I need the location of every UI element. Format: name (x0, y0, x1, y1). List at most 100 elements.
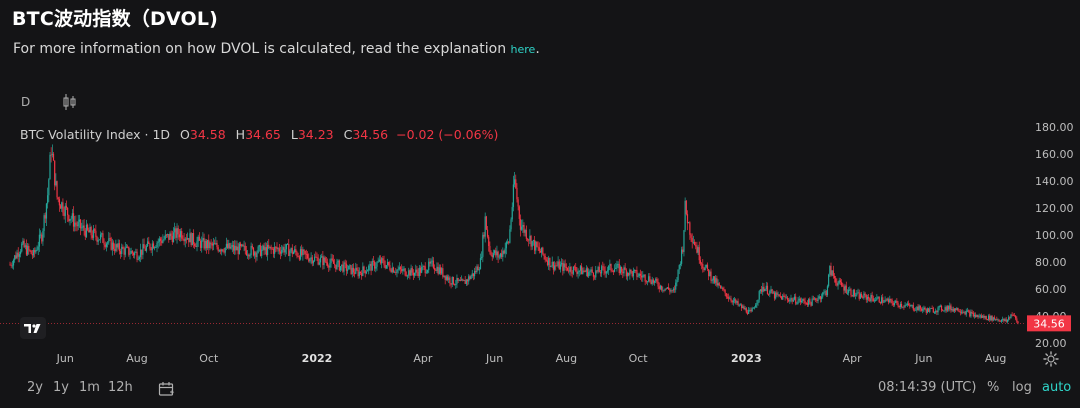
range-1y-button[interactable]: 1y (53, 380, 69, 395)
candle-body (629, 269, 631, 276)
candle-body (924, 307, 926, 310)
utc-clock[interactable]: 08:14:39 (UTC) (878, 380, 977, 395)
candle-body (528, 239, 530, 241)
candle-body (972, 312, 974, 317)
candle-body (960, 311, 963, 313)
candle-body (405, 275, 407, 277)
candle-body (177, 228, 179, 235)
candle-body (122, 246, 124, 249)
candle-body (835, 278, 837, 283)
candle-body (777, 294, 779, 296)
candle-body (558, 261, 560, 270)
candle-body (379, 259, 382, 264)
candle-body (309, 258, 311, 262)
candle-body (949, 305, 951, 310)
candle-body (67, 207, 69, 216)
candle-body (962, 311, 964, 313)
candle-body (682, 249, 684, 252)
price-chart[interactable]: 180.00 160.00 140.00 120.00 100.00 80.00 60.00… (0, 0, 1080, 380)
candle-body (946, 306, 949, 311)
candle-body (318, 262, 320, 265)
candle-body (116, 244, 118, 248)
candle-body (565, 267, 567, 268)
candle-body (582, 270, 584, 275)
candle-body (88, 229, 90, 233)
x-tick-label: 2023 (731, 352, 762, 365)
candle-body (10, 264, 12, 266)
candle-body (549, 257, 551, 267)
candle-body (684, 200, 686, 231)
candle-body (998, 319, 1000, 321)
candle-body (878, 296, 880, 303)
candle-body (842, 285, 844, 287)
page-title: BTC波动指数（DVOL) (12, 8, 219, 30)
calendar-icon[interactable] (158, 381, 176, 401)
settings-gear-icon[interactable] (1043, 351, 1059, 371)
candle-body (993, 317, 996, 320)
candle-body (426, 270, 429, 273)
candle-body (796, 303, 798, 305)
candle-body (369, 263, 371, 266)
candle-body (368, 265, 370, 271)
candle-body (316, 257, 318, 258)
candle-body (143, 244, 145, 249)
candle-body (564, 263, 566, 268)
candle-body (502, 250, 504, 257)
candle-body (142, 244, 144, 255)
y-tick-label: 100.00 (1035, 229, 1074, 242)
explanation-link[interactable]: here (510, 43, 536, 56)
candle-body (601, 266, 603, 274)
candle-body (112, 242, 115, 249)
x-tick-label: Apr (843, 352, 863, 365)
candle-body (149, 243, 151, 249)
candle-body (931, 308, 933, 309)
candle-body (1013, 315, 1016, 317)
range-1m-button[interactable]: 1m (79, 380, 100, 395)
candle-body (530, 235, 532, 247)
range-12h-button[interactable]: 12h (108, 380, 133, 395)
candle-body (285, 244, 288, 250)
candle-body (588, 272, 590, 277)
candle-body (130, 250, 132, 254)
candle-body (651, 279, 653, 285)
candle-body (710, 271, 712, 281)
auto-scale-button[interactable]: auto (1042, 380, 1072, 395)
candle-body (689, 222, 691, 235)
candle-body (265, 247, 268, 256)
candle-body (45, 203, 48, 219)
candle-body (987, 315, 990, 320)
candle-body (290, 247, 292, 251)
candle-body (331, 258, 333, 261)
candle-body (485, 216, 487, 230)
candle-body (436, 266, 438, 271)
candle-body (725, 293, 727, 297)
candle-body (43, 215, 45, 231)
candle-body (829, 265, 831, 275)
log-scale-button[interactable]: log (1012, 380, 1032, 395)
candle-body (382, 258, 384, 261)
range-2y-button[interactable]: 2y (27, 380, 43, 395)
candle-body (349, 265, 351, 267)
candle-body (533, 240, 536, 251)
candle-body (639, 273, 642, 276)
candle-body (71, 213, 73, 219)
candle-body (817, 298, 819, 301)
candle-body (752, 307, 754, 309)
candle-body (516, 187, 518, 200)
tradingview-logo-icon[interactable] (20, 317, 46, 343)
candle-body (779, 295, 782, 297)
interval-button[interactable]: D (21, 95, 31, 109)
candle-body (722, 287, 724, 290)
candle-body (819, 296, 821, 300)
candle-body (665, 288, 667, 290)
candle-body (923, 307, 925, 310)
candle-body (418, 267, 420, 277)
candle-body (693, 241, 696, 246)
candlestick-icon[interactable] (62, 92, 78, 116)
candle-body (390, 269, 392, 273)
percent-scale-button[interactable]: % (987, 380, 1000, 395)
candle-body (720, 287, 723, 289)
candle-body (499, 253, 502, 257)
candle-body (888, 299, 890, 303)
candle-body (215, 243, 217, 245)
